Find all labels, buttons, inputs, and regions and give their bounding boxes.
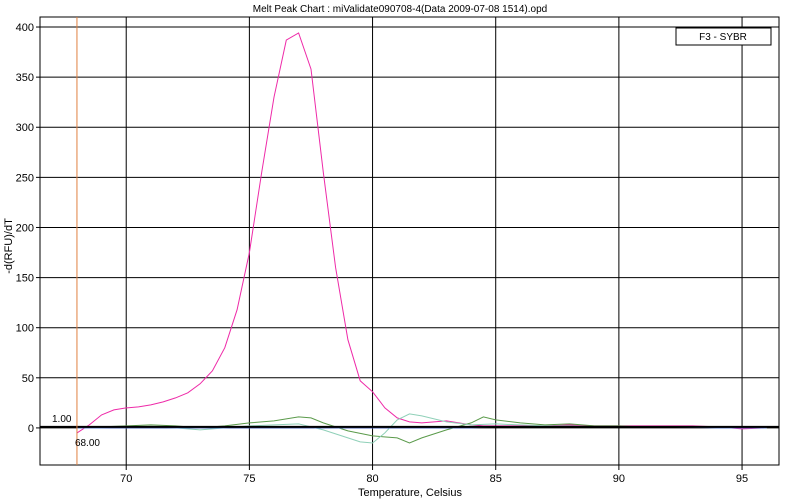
chart-title: Melt Peak Chart : miValidate090708-4(Dat… xyxy=(253,4,547,15)
threshold-label: 1.00 xyxy=(52,414,72,425)
x-tick-label: 90 xyxy=(613,473,625,485)
y-tick-label: 200 xyxy=(16,222,34,234)
y-tick-label: 0 xyxy=(28,423,34,435)
y-tick-label: 300 xyxy=(16,122,34,134)
x-tick-label: 80 xyxy=(366,473,378,485)
start-marker-label: 68.00 xyxy=(75,438,100,449)
y-tick-label: 100 xyxy=(16,323,34,335)
y-tick-label: 150 xyxy=(16,273,34,285)
y-axis-title: -d(RFU)/dT xyxy=(3,218,15,274)
plot-area: 70 75 80 85 90 95 0 50 100 150 200 250 300 350 400 1.00… xyxy=(16,16,780,485)
plot-frame xyxy=(39,16,780,466)
y-tick-label: 400 xyxy=(16,22,34,34)
legend-label: F3 - SYBR xyxy=(699,32,747,43)
legend: F3 - SYBR xyxy=(675,27,772,46)
y-tick-label: 50 xyxy=(22,373,34,385)
y-tick-label: 350 xyxy=(16,72,34,84)
y-tick-label: 250 xyxy=(16,172,34,184)
x-tick-label: 85 xyxy=(490,473,502,485)
x-tick-label: 75 xyxy=(243,473,255,485)
legend-box xyxy=(675,27,772,46)
x-axis-title: Temperature, Celsius xyxy=(358,487,462,499)
x-tick-label: 70 xyxy=(120,473,132,485)
x-tick-label: 95 xyxy=(736,473,748,485)
